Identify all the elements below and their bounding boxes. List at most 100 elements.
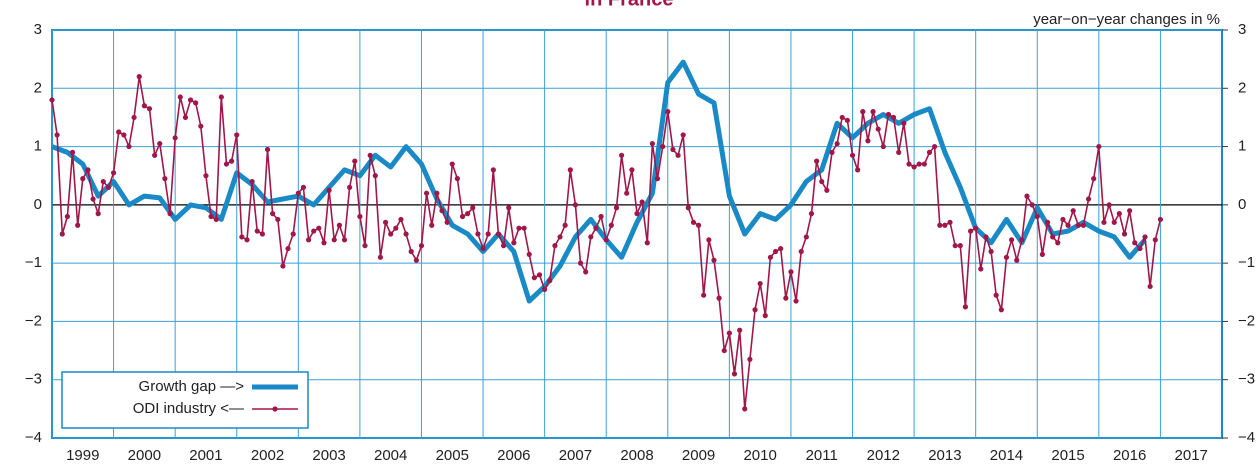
series-point [275, 216, 281, 223]
series-point [588, 234, 594, 240]
series-point [860, 109, 866, 115]
series-point [172, 135, 178, 141]
series-point [418, 243, 425, 249]
series-point [855, 167, 861, 173]
series-point [1142, 234, 1148, 240]
series-line [51, 59, 1147, 304]
series-point [1019, 237, 1025, 243]
series-point [1085, 196, 1092, 202]
series-point [300, 184, 307, 190]
x-tick-label: 2010 [743, 447, 776, 464]
y2-tick-label: 1 [1238, 138, 1246, 155]
series-point [1111, 219, 1117, 225]
series-point [865, 138, 871, 144]
series-point [747, 356, 753, 362]
series-point [423, 190, 430, 196]
series-point [808, 211, 815, 217]
series-point [408, 248, 414, 255]
series-point [64, 213, 70, 220]
series-point [701, 292, 707, 298]
series-point [690, 219, 697, 225]
series-point [249, 178, 255, 185]
series-point [439, 208, 445, 214]
series-point [259, 231, 266, 237]
series-point [1014, 257, 1020, 263]
series-point [1096, 143, 1102, 150]
series-point [485, 231, 491, 237]
series-point [875, 126, 881, 132]
series-point [54, 132, 60, 138]
series-point [244, 237, 250, 243]
x-tick-label: 2007 [559, 447, 592, 464]
series-point [531, 275, 537, 281]
series-point [1065, 222, 1071, 228]
series-point [993, 292, 999, 298]
series-point [1075, 222, 1081, 228]
series-point [465, 211, 471, 217]
series-point [157, 141, 163, 147]
series-point [1034, 213, 1040, 220]
series-point [131, 114, 137, 121]
series-point [660, 143, 666, 150]
series-point [203, 173, 209, 179]
series-point [680, 132, 686, 138]
series-point [105, 184, 112, 190]
legend-label: Growth gap —> [139, 378, 245, 395]
series-point [624, 190, 630, 196]
series-point [731, 371, 738, 377]
series-point [983, 234, 989, 240]
series-point [988, 248, 994, 255]
y2-tick-label: −4 [1238, 429, 1255, 446]
series-point [459, 213, 466, 220]
series-point [885, 111, 892, 118]
series-point [1029, 202, 1035, 208]
x-tick-label: 2004 [374, 447, 407, 464]
series-point [341, 237, 348, 243]
series-point [737, 327, 743, 333]
series-point [1060, 216, 1066, 223]
series-point [372, 173, 378, 179]
series-point [552, 243, 558, 249]
legend-marker [272, 406, 278, 412]
series-point [783, 295, 789, 301]
y-tick-label: −4 [25, 429, 42, 446]
series-point [613, 205, 620, 211]
series-point [511, 240, 517, 246]
series-point [152, 152, 158, 158]
series-point [608, 222, 614, 228]
series-point [213, 216, 219, 223]
series-point [937, 222, 943, 228]
series-point [1106, 202, 1112, 208]
series-point [583, 269, 589, 275]
series-point [480, 245, 486, 252]
series-point [973, 225, 979, 231]
axis-annotation: year−on−year changes in % [1033, 11, 1220, 28]
series-point [444, 219, 450, 225]
series-point [967, 228, 974, 234]
series-point [280, 263, 286, 269]
series-point [824, 187, 830, 193]
series-point [793, 298, 799, 304]
y2-tick-label: −1 [1238, 254, 1255, 271]
series-point [285, 245, 291, 252]
series-point [1039, 251, 1045, 257]
series-point [562, 222, 568, 228]
series-point [803, 234, 809, 240]
series-point [85, 167, 91, 173]
series-point [670, 146, 676, 153]
series-point [890, 114, 897, 121]
series-point [223, 161, 230, 167]
series-point [619, 152, 625, 158]
series-point [567, 167, 573, 173]
series-point [1132, 240, 1138, 246]
series-point [239, 234, 245, 240]
series-point [557, 234, 563, 240]
series-point [218, 94, 224, 100]
series-point [490, 167, 496, 173]
series-point [767, 254, 774, 260]
series-point [1070, 208, 1076, 214]
series-point [413, 257, 419, 263]
series-point [998, 307, 1004, 313]
series-point [644, 240, 650, 246]
legend-label: ODI industry <— [133, 400, 244, 417]
